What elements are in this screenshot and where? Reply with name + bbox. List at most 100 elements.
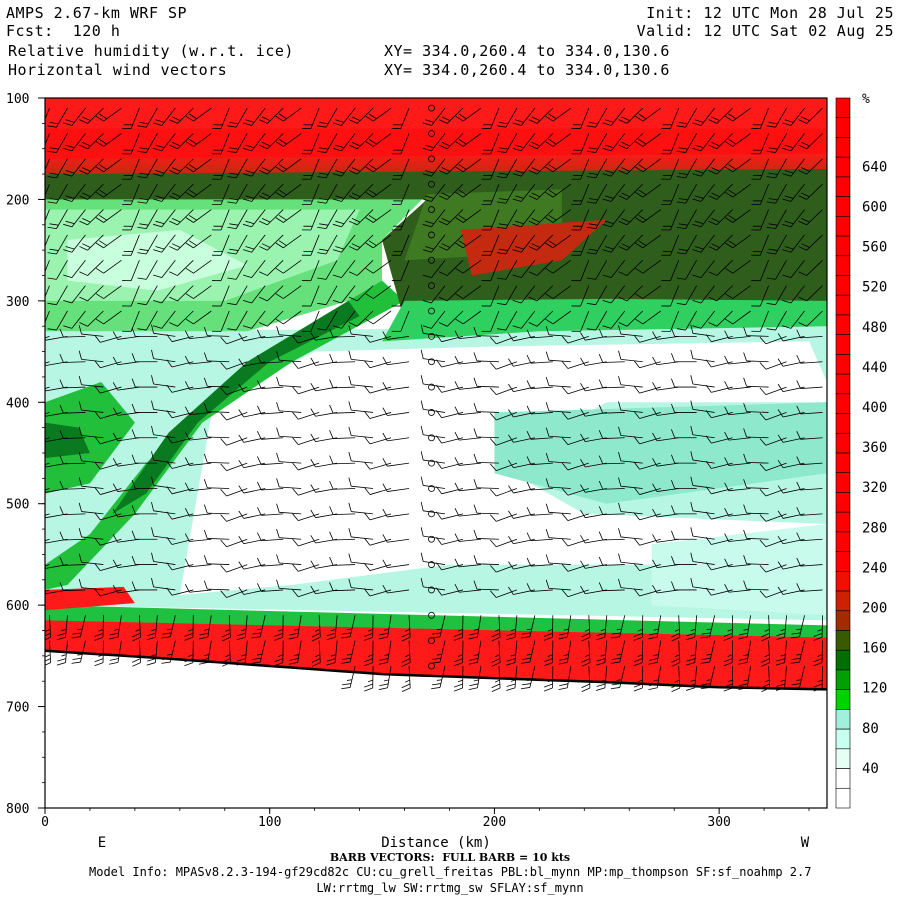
colorbar-cell: [835, 432, 851, 454]
barb-flag: [293, 628, 300, 631]
barb-flag: [512, 223, 522, 228]
barb-flag: [220, 362, 227, 370]
wind-barb: [436, 410, 464, 419]
barb-staff: [207, 411, 230, 413]
wind-barb: [131, 640, 141, 667]
barb-flag: [512, 249, 522, 253]
wind-barb: [317, 133, 338, 153]
colorbar-cell: [835, 689, 851, 710]
field-label-2: Horizontal wind vectors: [8, 61, 228, 79]
barb-flag: [184, 330, 190, 339]
barb-flag: [635, 166, 644, 173]
colorbar-cell: [835, 610, 851, 631]
barb-staff: [790, 285, 805, 304]
barb-staff: [423, 358, 446, 363]
wind-barb: [332, 209, 356, 228]
barb-flag: [261, 192, 271, 198]
barb-staff: [476, 512, 499, 515]
barb-flag: [242, 325, 252, 329]
barb-flag: [203, 479, 208, 488]
barb-flag: [586, 252, 596, 255]
barb-flag: [162, 657, 172, 660]
barb-flag: [580, 382, 586, 392]
barb-flag: [47, 328, 57, 331]
barb-staff: [171, 386, 194, 393]
barb-flag: [153, 198, 162, 202]
wind-barb: [661, 209, 680, 231]
barb-staff: [800, 564, 823, 567]
wind-barb: [364, 360, 392, 369]
barb-flag: [671, 378, 676, 388]
colorbar-cell: [835, 492, 851, 513]
wind-barb: [489, 538, 518, 548]
wind-barb: [348, 553, 374, 565]
barb-flag: [422, 223, 432, 228]
barb-flag: [184, 381, 190, 390]
barb-flag: [724, 381, 730, 390]
barb-flag: [618, 119, 628, 124]
wind-barb: [166, 435, 194, 444]
wind-barb: [598, 582, 625, 592]
wind-barb: [751, 133, 769, 155]
wind-barb: [602, 209, 626, 228]
barb-flag: [315, 654, 321, 658]
wind-barb: [766, 285, 787, 306]
barb-staff: [207, 360, 230, 363]
barb-flag: [220, 412, 227, 421]
barb-flag: [348, 144, 358, 150]
barb-flag: [365, 141, 374, 147]
barb-staff: [656, 538, 679, 543]
wind-barb: [401, 615, 411, 642]
barb-staff: [351, 561, 374, 565]
upper-red-core: [45, 128, 827, 159]
barb-staff: [431, 260, 446, 278]
barb-flag: [796, 354, 801, 364]
wind-barb: [648, 615, 662, 640]
barb-flag: [548, 113, 557, 120]
wind-barb: [571, 310, 590, 332]
wind-barb: [561, 538, 589, 547]
barb-flag: [162, 632, 172, 635]
barb-flag: [766, 302, 776, 306]
wind-barb: [796, 557, 823, 567]
calm-wind-circle: [428, 206, 435, 213]
wind-barb: [78, 578, 104, 591]
wind-barb: [382, 508, 410, 518]
barb-flag: [638, 164, 647, 170]
wind-barb: [496, 285, 518, 306]
barb-flag: [319, 122, 329, 125]
barb-flag: [348, 325, 352, 335]
barb-flag: [315, 628, 321, 632]
barb-flag: [701, 632, 711, 635]
wind-barb: [438, 259, 464, 276]
colorbar-tick-label: 240: [862, 560, 887, 576]
barb-flag: [759, 336, 767, 345]
barb-flag: [528, 119, 538, 124]
barb-flag: [288, 661, 298, 665]
wind-barb: [489, 589, 518, 598]
barb-flag: [63, 147, 73, 152]
colorbar-cell: [835, 413, 851, 434]
wind-barb: [692, 234, 715, 253]
barb-flag: [526, 532, 532, 541]
wind-barb: [391, 158, 410, 180]
wind-barb: [391, 184, 410, 206]
wind-barb: [45, 538, 50, 542]
wind-barb: [586, 285, 608, 306]
barb-staff: [728, 538, 751, 542]
barb-staff: [298, 564, 320, 572]
barb-flag: [79, 271, 88, 276]
barb-staff: [189, 437, 212, 441]
wind-barb: [724, 482, 751, 492]
barb-flag: [155, 170, 165, 174]
wind-barb: [618, 350, 643, 363]
barb-flag: [169, 119, 178, 124]
wind-barb: [724, 355, 751, 365]
wind-barb: [59, 328, 86, 338]
barb-flag: [330, 628, 337, 632]
barb-flag: [686, 632, 696, 637]
wind-barb: [708, 259, 733, 276]
barb-flag: [257, 653, 263, 656]
barb-flag: [227, 302, 237, 306]
wind-barb: [671, 640, 681, 667]
